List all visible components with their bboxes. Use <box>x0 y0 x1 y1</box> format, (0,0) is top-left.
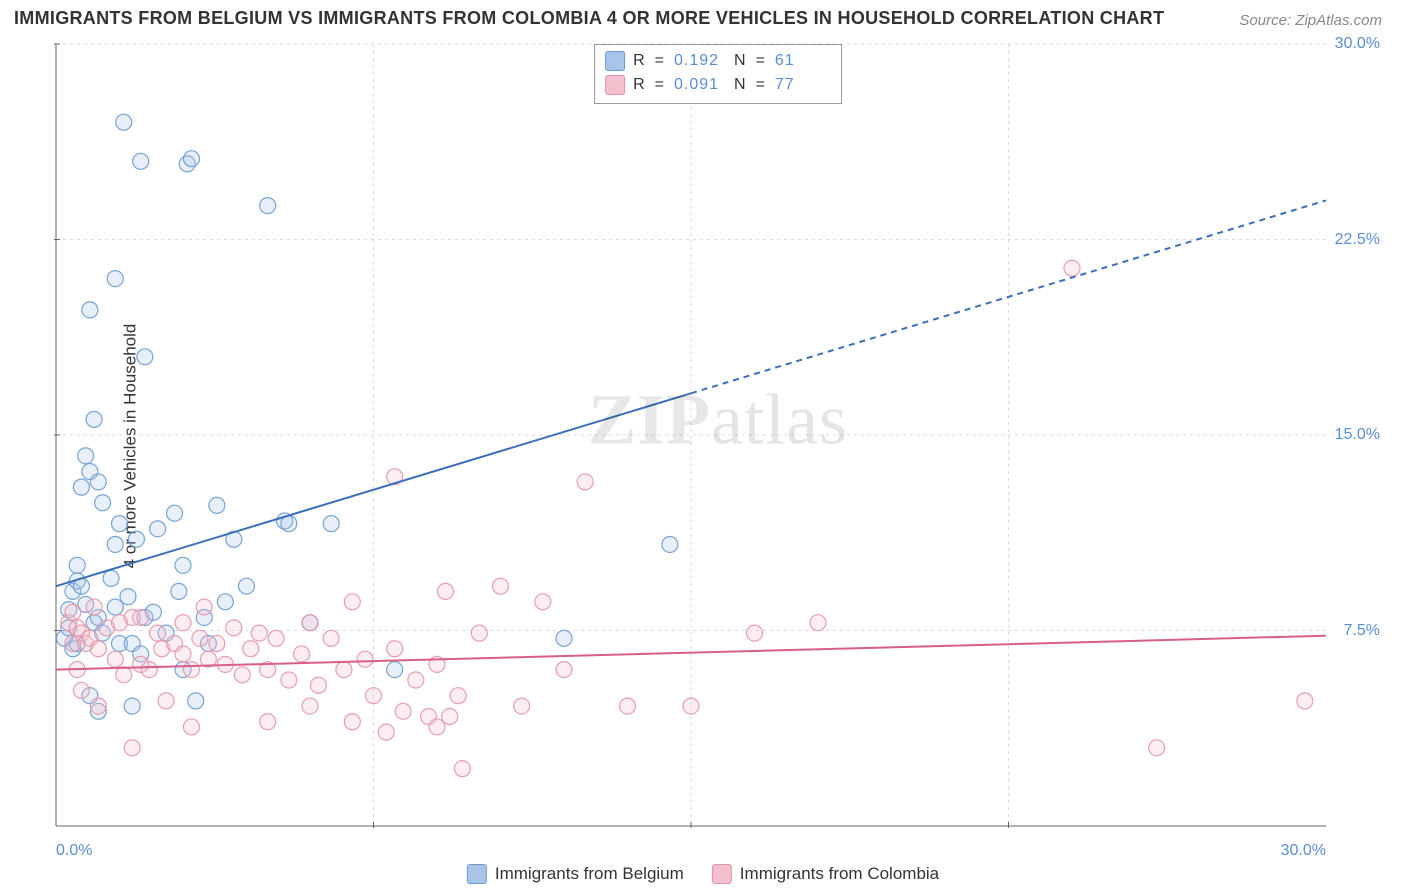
chart-svg <box>50 40 1386 832</box>
correlation-legend: R = 0.192 N = 61 R = 0.091 N = 77 <box>594 44 842 104</box>
footer-legend-colombia: Immigrants from Colombia <box>712 864 939 884</box>
footer-legend-belgium: Immigrants from Belgium <box>467 864 684 884</box>
footer-label-belgium: Immigrants from Belgium <box>495 864 684 884</box>
chart-container: IMMIGRANTS FROM BELGIUM VS IMMIGRANTS FR… <box>0 0 1406 892</box>
source-attribution: Source: ZipAtlas.com <box>1239 12 1382 29</box>
scatter-chart: ZIPatlas R = 0.192 N = 61 R = 0.091 N = … <box>50 40 1386 832</box>
footer-label-colombia: Immigrants from Colombia <box>740 864 939 884</box>
swatch-colombia <box>605 75 625 95</box>
source-prefix: Source: <box>1239 12 1295 29</box>
chart-title: IMMIGRANTS FROM BELGIUM VS IMMIGRANTS FR… <box>14 8 1164 29</box>
swatch-belgium <box>605 51 625 71</box>
legend-row-belgium: R = 0.192 N = 61 <box>605 49 827 73</box>
footer-legend: Immigrants from Belgium Immigrants from … <box>467 864 939 884</box>
source-link[interactable]: ZipAtlas.com <box>1295 12 1382 29</box>
legend-row-colombia: R = 0.091 N = 77 <box>605 73 827 97</box>
swatch-belgium-footer <box>467 864 487 884</box>
swatch-colombia-footer <box>712 864 732 884</box>
